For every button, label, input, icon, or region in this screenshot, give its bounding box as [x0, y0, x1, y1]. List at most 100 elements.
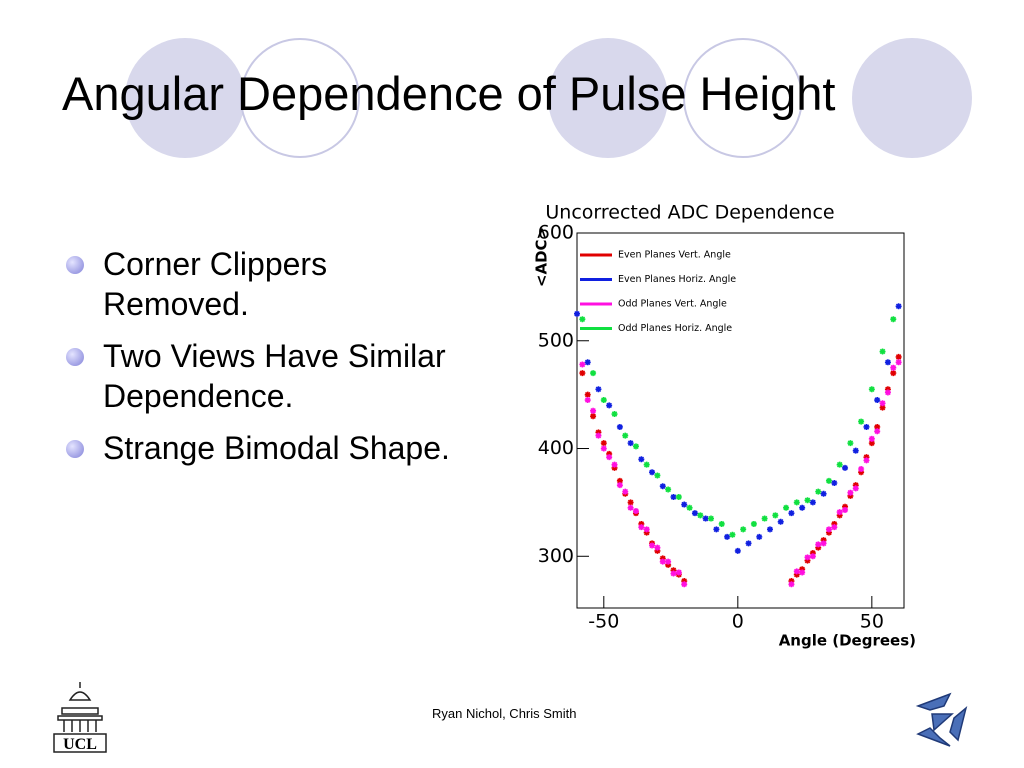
- data-point: [681, 578, 688, 585]
- data-point: [579, 316, 586, 323]
- data-point: [858, 418, 865, 425]
- decor-circle: [125, 38, 245, 158]
- data-point: [675, 569, 682, 576]
- data-point: [895, 353, 902, 360]
- data-point: [820, 540, 827, 547]
- data-point: [852, 482, 859, 489]
- decor-circle: [683, 38, 803, 158]
- data-point: [713, 526, 720, 533]
- data-point: [584, 391, 591, 398]
- data-point: [659, 555, 666, 562]
- data-point: [788, 581, 795, 588]
- data-point: [793, 571, 800, 578]
- data-point: [783, 504, 790, 511]
- data-point: [724, 533, 731, 540]
- data-point: [852, 447, 859, 454]
- data-point: [772, 512, 779, 519]
- data-point: [831, 480, 838, 486]
- legend-label: Odd Planes Horiz. Angle: [618, 323, 732, 334]
- legend-label: Odd Planes Vert. Angle: [618, 299, 727, 310]
- data-point: [761, 515, 768, 522]
- data-point: [638, 456, 645, 463]
- data-point: [734, 547, 741, 554]
- legend-label: Even Planes Horiz. Angle: [618, 274, 736, 285]
- data-point: [858, 469, 865, 476]
- y-tick-label: 400: [538, 437, 574, 459]
- ucl-logo: UCL: [53, 682, 107, 753]
- y-axis-label: <ADC>: [533, 227, 551, 287]
- data-point: [643, 461, 650, 468]
- data-point: [627, 499, 634, 506]
- data-point: [659, 558, 666, 565]
- data-point: [777, 518, 784, 525]
- data-point: [606, 450, 613, 457]
- data-point: [766, 526, 773, 533]
- x-tick-label: 0: [732, 611, 744, 633]
- logo-text: UCL: [63, 736, 97, 753]
- data-point: [815, 541, 822, 548]
- data-point: [879, 400, 886, 407]
- bullet: Two Views Have Similar Dependence.: [66, 336, 466, 416]
- data-point: [799, 569, 806, 576]
- data-point: [627, 440, 634, 447]
- data-point: [590, 407, 597, 414]
- data-point: [600, 440, 607, 447]
- data-point: [665, 486, 672, 493]
- data-point: [632, 443, 639, 450]
- data-point: [799, 504, 806, 511]
- data-point: [895, 359, 902, 366]
- data-point: [863, 423, 870, 430]
- data-point: [691, 510, 698, 517]
- bullet-list: Corner Clippers Removed. Two Views Have …: [66, 244, 466, 480]
- data-point: [611, 464, 618, 471]
- footer: Ryan Nichol, Chris Smith: [432, 706, 577, 721]
- data-point: [616, 423, 623, 430]
- data-point: [799, 566, 806, 573]
- bullet: Strange Bimodal Shape.: [66, 428, 466, 468]
- data-point: [868, 435, 875, 442]
- data-point: [622, 432, 629, 439]
- data-point: [611, 411, 618, 418]
- data-point: [842, 503, 849, 510]
- data-point: [863, 454, 870, 461]
- decor-circle: [240, 38, 360, 158]
- data-point: [729, 531, 736, 538]
- slide-title: Angular Dependence of Pulse Height: [62, 67, 836, 120]
- data-point: [868, 386, 875, 393]
- data-point: [895, 303, 902, 310]
- data-point: [868, 440, 875, 447]
- data-point: [884, 359, 891, 366]
- data-point: [740, 526, 747, 533]
- data-point: [584, 397, 591, 404]
- data-point: [600, 397, 607, 404]
- data-point: [793, 568, 800, 575]
- data-point: [836, 461, 843, 468]
- decor-circle: [852, 38, 972, 158]
- data-point: [579, 361, 586, 368]
- data-point: [638, 524, 645, 531]
- data-point: [574, 310, 580, 317]
- data-point: [884, 386, 891, 393]
- data-point: [836, 512, 843, 519]
- data-point: [595, 386, 602, 393]
- chart-title: Uncorrected ADC Dependence: [545, 202, 834, 224]
- data-point: [847, 440, 854, 447]
- data-point: [858, 465, 865, 472]
- data-point: [670, 570, 677, 577]
- data-point: [670, 494, 677, 501]
- data-point: [681, 501, 688, 508]
- data-point: [643, 529, 650, 536]
- data-point: [702, 515, 709, 522]
- data-point: [632, 508, 639, 515]
- y-tick-label: 600: [538, 222, 574, 244]
- data-point: [627, 504, 634, 511]
- data-point: [745, 540, 752, 547]
- data-point: [820, 537, 827, 544]
- decor-circle: [548, 38, 668, 158]
- data-point: [831, 524, 838, 531]
- data-point: [842, 506, 849, 513]
- data-point: [890, 316, 897, 323]
- x-tick-label: -50: [588, 611, 619, 633]
- data-point: [595, 432, 602, 439]
